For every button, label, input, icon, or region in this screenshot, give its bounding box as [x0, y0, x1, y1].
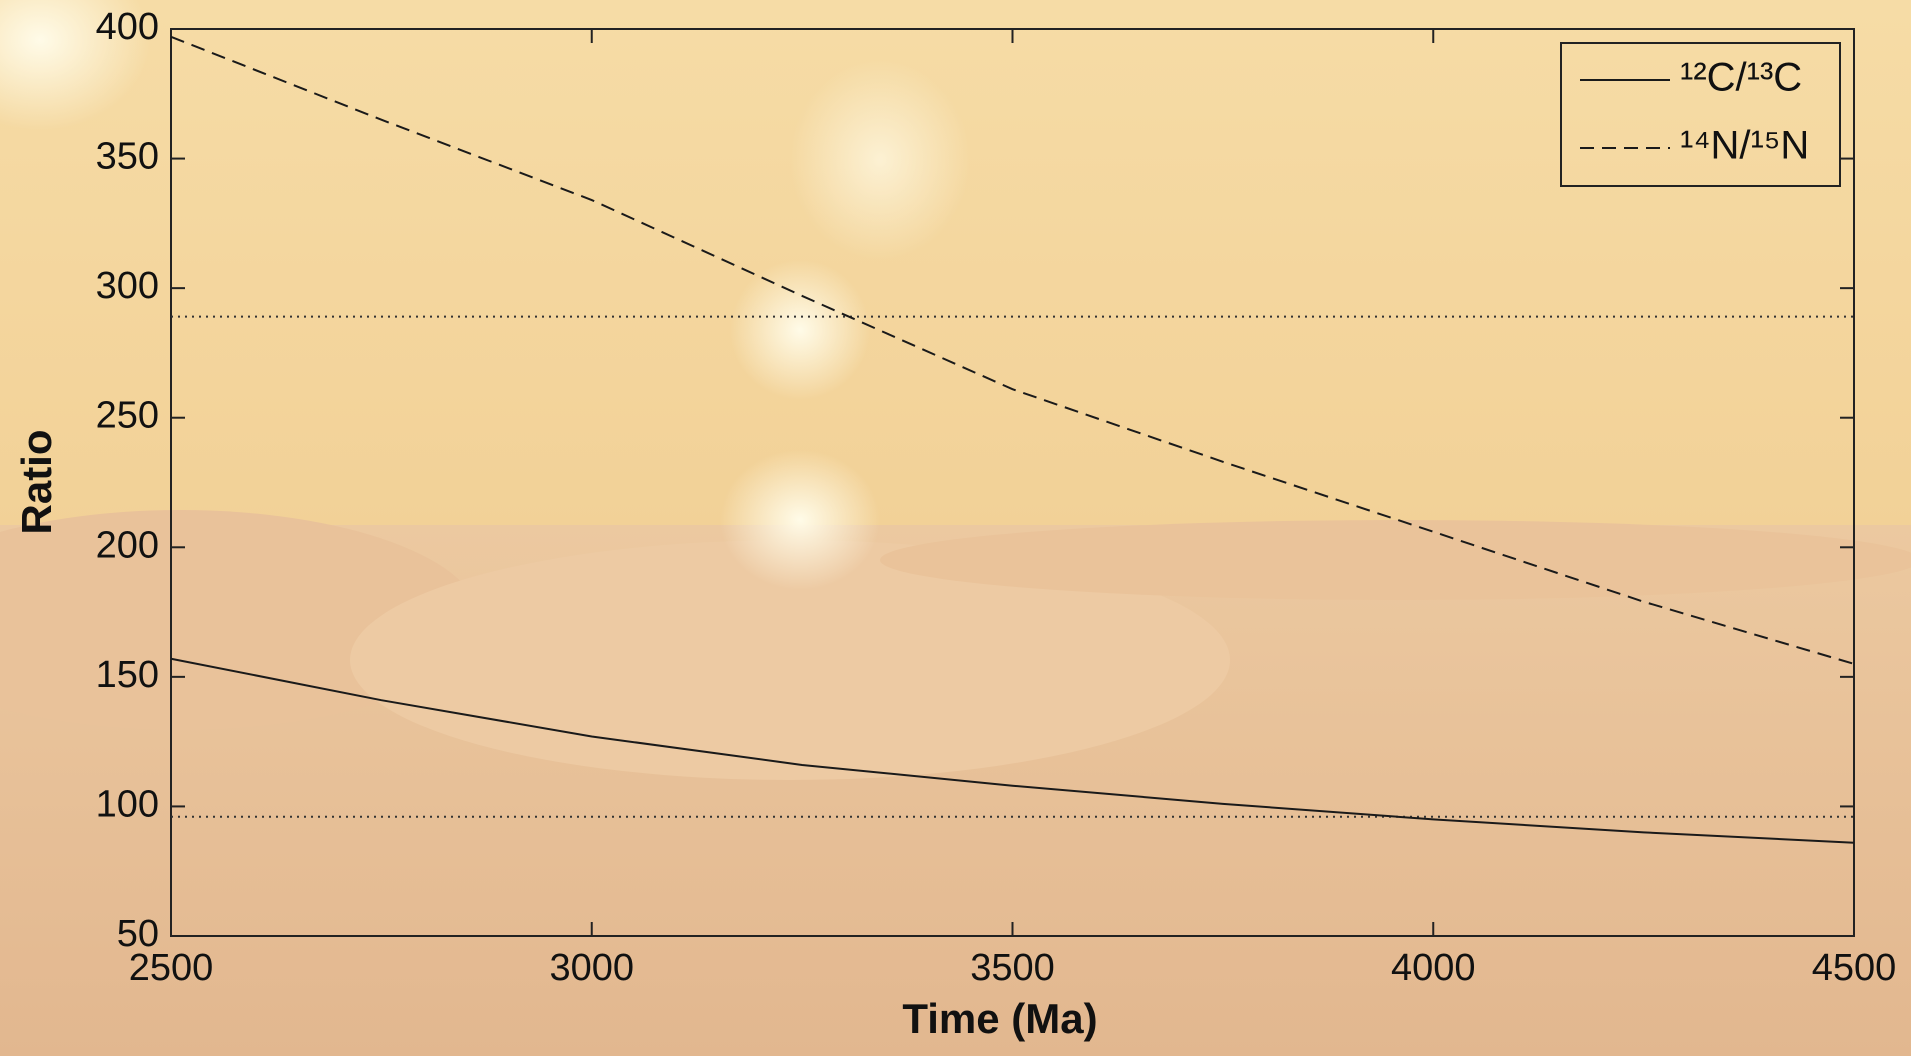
y-tick-label: 100 [96, 783, 159, 825]
y-tick-label: 300 [96, 265, 159, 307]
legend-box [1560, 42, 1841, 187]
legend-label: ¹²C/¹³C [1680, 56, 1802, 100]
series-line [170, 35, 1855, 665]
x-tick-label: 4500 [1812, 947, 1897, 989]
glow [0, 0, 150, 130]
x-tick-label: 3000 [549, 947, 634, 989]
glow [730, 260, 870, 400]
legend-label: ¹⁴N/¹⁵N [1680, 124, 1809, 168]
series-line [170, 657, 1855, 844]
y-tick-label: 200 [96, 524, 159, 566]
y-tick-label: 150 [96, 654, 159, 696]
x-tick-label: 2500 [129, 947, 214, 989]
y-tick-label: 350 [96, 136, 159, 178]
glow [790, 60, 970, 260]
y-tick-label: 250 [96, 395, 159, 437]
x-tick-label: 4000 [1391, 947, 1476, 989]
x-tick-label: 3500 [970, 947, 1055, 989]
dune [880, 520, 1911, 600]
mound [350, 540, 1230, 780]
y-tick-label: 50 [117, 913, 159, 955]
glow [720, 450, 880, 590]
y-axis-label: Ratio [13, 430, 60, 535]
y-tick-label: 400 [96, 6, 159, 48]
x-axis-label: Time (Ma) [902, 995, 1097, 1042]
